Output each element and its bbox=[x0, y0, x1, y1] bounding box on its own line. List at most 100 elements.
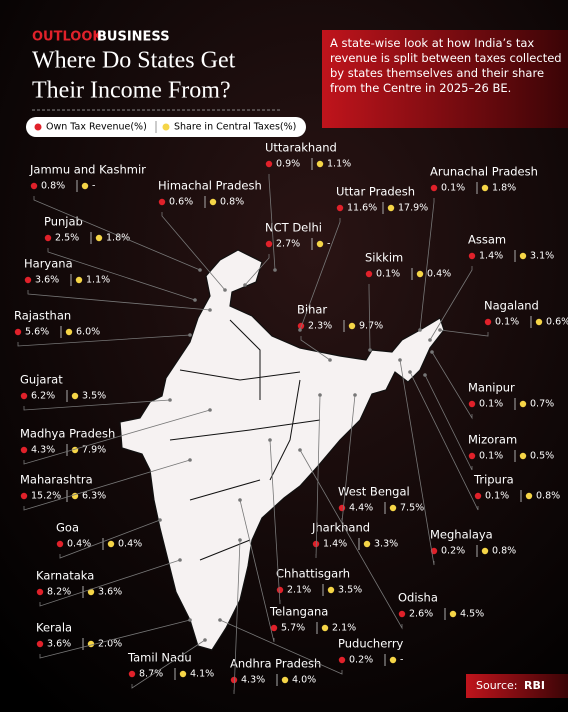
own-value: 0.1% bbox=[485, 491, 509, 502]
state-name: Himachal Pradesh bbox=[158, 179, 262, 193]
central-value: 0.8% bbox=[492, 546, 516, 557]
brand: OUTLOOK bbox=[32, 30, 103, 45]
leader-end bbox=[158, 518, 162, 522]
own-dot bbox=[20, 392, 28, 400]
leader-line bbox=[39, 559, 181, 607]
state-name: Tamil Nadu bbox=[127, 651, 192, 665]
leader-line bbox=[268, 174, 276, 271]
leader-end bbox=[178, 558, 182, 562]
legend-dot bbox=[162, 123, 170, 131]
state-name: Assam bbox=[468, 233, 506, 247]
leader-end bbox=[273, 268, 277, 272]
leader-line bbox=[233, 539, 241, 695]
central-value: 17.9% bbox=[398, 203, 428, 214]
central-dot bbox=[519, 252, 527, 260]
leader-end bbox=[168, 398, 172, 402]
description: A state-wise look at how India’s tax rev… bbox=[330, 36, 562, 95]
central-dot bbox=[107, 540, 115, 548]
leader-line bbox=[439, 329, 489, 337]
central-value: 7.9% bbox=[82, 445, 106, 456]
state-name: Maharashtra bbox=[20, 473, 93, 487]
own-value: 1.4% bbox=[479, 251, 503, 262]
own-value: 0.6% bbox=[169, 197, 193, 208]
leader-end bbox=[238, 498, 242, 502]
leader-end bbox=[208, 408, 212, 412]
central-dot bbox=[75, 276, 83, 284]
central-value: 3.3% bbox=[374, 539, 398, 550]
central-value: - bbox=[327, 239, 330, 250]
own-value: 8.7% bbox=[139, 669, 163, 680]
central-dot bbox=[519, 400, 527, 408]
central-dot bbox=[535, 318, 543, 326]
legend-dot bbox=[34, 123, 42, 131]
leader-line bbox=[17, 334, 191, 347]
own-dot bbox=[158, 198, 166, 206]
state-borders bbox=[169, 319, 321, 561]
state-labels: Jammu and Kashmir 0.8% - Himachal Pradesh 0.… bbox=[14, 141, 568, 686]
leader-line bbox=[219, 619, 343, 675]
central-dot bbox=[481, 184, 489, 192]
own-dot bbox=[14, 328, 22, 336]
state-name: Odisha bbox=[398, 591, 438, 605]
own-value: 0.8% bbox=[41, 181, 65, 192]
central-dot bbox=[209, 198, 217, 206]
central-value: 3.1% bbox=[530, 251, 554, 262]
leader-end bbox=[418, 328, 422, 332]
own-dot bbox=[265, 160, 273, 168]
own-dot bbox=[468, 400, 476, 408]
central-dot bbox=[389, 656, 397, 664]
own-value: 0.9% bbox=[276, 159, 300, 170]
central-value: 0.7% bbox=[530, 399, 554, 410]
central-dot bbox=[87, 588, 95, 596]
own-value: 0.2% bbox=[441, 546, 465, 557]
state-name: Punjab bbox=[44, 215, 83, 229]
state-name: Arunachal Pradesh bbox=[430, 165, 538, 179]
own-dot bbox=[430, 547, 438, 555]
leader-end bbox=[243, 283, 247, 287]
leader-line bbox=[431, 351, 473, 420]
own-dot bbox=[297, 322, 305, 330]
own-dot bbox=[336, 204, 344, 212]
leader-line bbox=[239, 499, 275, 643]
leader-line bbox=[341, 394, 356, 523]
leader-end bbox=[218, 618, 222, 622]
central-value: 0.6% bbox=[546, 317, 568, 328]
central-dot bbox=[87, 640, 95, 648]
central-value: 0.8% bbox=[220, 197, 244, 208]
own-dot bbox=[128, 670, 136, 678]
state-name: Puducherry bbox=[338, 637, 404, 651]
central-dot bbox=[281, 676, 289, 684]
central-value: 0.4% bbox=[427, 269, 451, 280]
leader-line bbox=[27, 290, 211, 311]
state-name: Nagaland bbox=[484, 299, 539, 313]
central-value: 0.4% bbox=[118, 539, 142, 550]
own-value: 5.7% bbox=[281, 623, 305, 634]
central-value: 3.6% bbox=[98, 587, 122, 598]
central-dot bbox=[416, 270, 424, 278]
state-name: Mizoram bbox=[468, 433, 517, 447]
leader-end bbox=[423, 373, 427, 377]
own-dot bbox=[56, 540, 64, 548]
own-dot bbox=[474, 492, 482, 500]
central-value: 1.1% bbox=[327, 159, 351, 170]
central-value: 3.5% bbox=[338, 585, 362, 596]
state-name: West Bengal bbox=[338, 485, 410, 499]
own-dot bbox=[36, 588, 44, 596]
own-dot bbox=[468, 252, 476, 260]
legend-item: Share in Central Taxes(%) bbox=[174, 122, 296, 133]
own-dot bbox=[30, 182, 38, 190]
leader-lines bbox=[17, 174, 489, 695]
leader-line bbox=[299, 218, 341, 331]
own-value: 8.2% bbox=[47, 587, 71, 598]
own-value: 0.4% bbox=[67, 539, 91, 550]
leader-end bbox=[188, 333, 192, 337]
central-value: 1.8% bbox=[106, 233, 130, 244]
leader-line bbox=[419, 198, 435, 331]
leader-line bbox=[424, 374, 473, 471]
own-dot bbox=[20, 492, 28, 500]
leader-line bbox=[161, 212, 226, 291]
own-dot bbox=[270, 624, 278, 632]
own-dot bbox=[484, 318, 492, 326]
description-box bbox=[322, 30, 568, 128]
